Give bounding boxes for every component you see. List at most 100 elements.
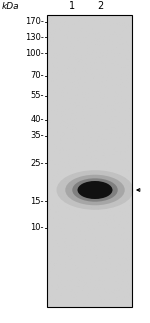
Point <box>56 276 58 281</box>
Point <box>109 270 112 276</box>
Point <box>116 176 119 182</box>
Point <box>88 199 91 204</box>
Point <box>64 191 67 196</box>
Point <box>59 193 61 198</box>
Point <box>86 66 88 71</box>
Point <box>85 231 87 236</box>
Point <box>58 290 60 295</box>
Point <box>92 302 94 307</box>
Point <box>125 256 128 262</box>
Point <box>62 176 65 181</box>
Point <box>108 246 110 251</box>
Point <box>124 229 126 234</box>
Point <box>56 14 59 19</box>
Point <box>122 225 124 230</box>
Point <box>64 218 66 224</box>
Point <box>92 72 94 77</box>
Point <box>81 270 83 275</box>
Point <box>61 109 63 114</box>
Point <box>65 126 68 131</box>
Point <box>107 172 109 178</box>
Point <box>102 248 104 253</box>
Point <box>90 98 93 103</box>
Point <box>53 88 55 93</box>
Point <box>56 241 59 246</box>
Point <box>73 297 75 302</box>
Point <box>83 202 86 207</box>
Point <box>52 200 54 205</box>
Point <box>108 213 111 218</box>
Point <box>100 291 102 296</box>
Point <box>70 150 72 155</box>
Point <box>99 77 102 82</box>
Point <box>86 188 88 193</box>
Point <box>120 246 122 251</box>
Point <box>127 46 129 51</box>
Point <box>73 44 76 49</box>
Point <box>81 207 84 212</box>
Point <box>112 191 115 196</box>
Point <box>62 130 65 136</box>
Point <box>101 243 104 248</box>
Point <box>56 171 59 176</box>
Point <box>71 203 73 208</box>
Point <box>127 43 130 48</box>
Point <box>128 81 131 86</box>
Point <box>93 264 95 269</box>
Point <box>76 125 79 130</box>
Point <box>119 285 122 290</box>
Point <box>121 92 123 97</box>
Point <box>90 281 93 286</box>
Point <box>70 136 72 141</box>
Point <box>122 263 124 268</box>
Point <box>77 171 79 176</box>
Point <box>115 78 117 83</box>
Point <box>64 52 66 57</box>
Point <box>76 248 79 254</box>
Point <box>124 293 127 298</box>
Point <box>82 300 85 306</box>
Point <box>54 181 57 186</box>
Point <box>115 139 118 144</box>
Point <box>52 283 54 288</box>
Point <box>118 239 121 244</box>
Point <box>62 221 65 226</box>
Point <box>129 255 132 260</box>
Point <box>128 153 131 158</box>
Point <box>53 61 56 66</box>
Point <box>116 203 119 209</box>
Point <box>87 116 89 121</box>
Point <box>52 28 55 33</box>
Point <box>127 233 130 238</box>
Point <box>62 85 65 90</box>
Point <box>125 57 128 62</box>
Point <box>52 48 55 53</box>
Point <box>57 237 60 242</box>
Point <box>74 52 76 57</box>
Point <box>121 35 123 40</box>
Point <box>127 219 129 224</box>
Point <box>68 234 70 239</box>
Point <box>53 173 55 178</box>
Point <box>128 144 130 149</box>
Point <box>86 285 88 290</box>
Point <box>72 255 74 260</box>
Point <box>73 87 76 92</box>
Point <box>64 35 66 40</box>
Point <box>108 100 110 105</box>
Point <box>77 143 80 148</box>
Point <box>128 119 130 124</box>
Point <box>68 179 70 184</box>
Point <box>118 276 121 281</box>
Point <box>57 217 60 222</box>
Point <box>75 111 77 117</box>
Point <box>105 221 108 226</box>
Point <box>92 283 94 288</box>
Point <box>87 220 89 225</box>
Point <box>70 27 73 32</box>
Point <box>124 117 127 122</box>
Point <box>111 38 114 43</box>
Point <box>117 100 119 106</box>
Point <box>123 96 125 101</box>
Point <box>112 153 114 158</box>
